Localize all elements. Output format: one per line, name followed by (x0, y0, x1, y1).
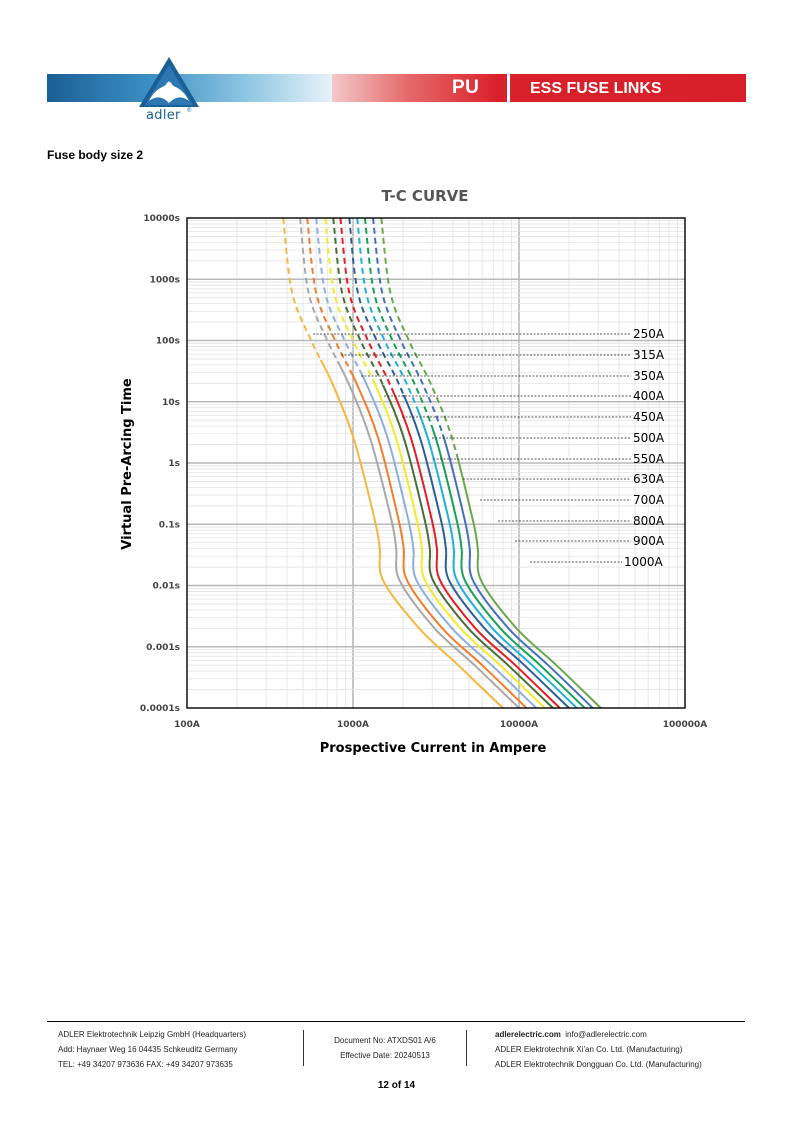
curve-1000a (455, 455, 602, 709)
x-tick-label: 100000A (663, 720, 708, 730)
tc-curve-chart: T-C CURVE 250A 315A 350A 400A 450A 500A 550A 63… (120, 187, 707, 756)
legend-label-400a: 400A (633, 389, 665, 403)
curve-315a (338, 365, 520, 709)
legend-label-315a: 315A (633, 348, 665, 362)
registered-mark: ® (187, 108, 192, 114)
page-header: PU ESS FUSE LINKS adler ® (0, 55, 793, 125)
y-tick-label: 1s (168, 459, 180, 469)
footer-separator-1 (303, 1030, 304, 1066)
footer-separator-2 (466, 1030, 467, 1066)
y-tick-label: 0.01s (152, 582, 180, 592)
curve-500a (381, 385, 554, 709)
legend-label-900a: 900A (633, 534, 665, 548)
y-tick-label: 1000s (150, 275, 180, 285)
y-tick-label: 0.0001s (140, 704, 180, 714)
adler-logo-icon (139, 57, 199, 107)
x-tick-label: 1000A (337, 720, 369, 730)
chart-ticks: 100A 1000A 10000A 100000A 10000s 1000s 100s 10s… (140, 214, 707, 730)
x-tick-label: 100A (174, 720, 200, 730)
legend-label-350a: 350A (633, 369, 665, 383)
footer-contact-block: adlerelectric.com info@adlerelectric.com… (495, 1027, 702, 1072)
footer-document-block: Document No: ATXDS01 A/6 Effective Date:… (315, 1033, 455, 1063)
curve-550a (391, 390, 561, 709)
curve-700a (416, 410, 578, 709)
chart-grid (187, 218, 685, 708)
footer-website[interactable]: adlerelectric.com (495, 1030, 561, 1039)
plot-frame (186, 217, 686, 709)
header-separator (507, 74, 510, 102)
y-tick-label: 10s (162, 398, 180, 408)
legend-label-250a: 250A (633, 327, 665, 341)
curve-900a (443, 440, 594, 709)
footer-email[interactable]: info@adlerelectric.com (565, 1030, 647, 1039)
legend-label-500a: 500A (633, 431, 665, 445)
brand-name: adler (146, 108, 181, 123)
legend-label-700a: 700A (633, 493, 665, 507)
section-title: Fuse body size 2 (47, 148, 144, 162)
curve-350a (348, 370, 528, 709)
curve-630a (402, 395, 570, 709)
footer-phone: TEL: +49 34207 973636 FAX: +49 34207 973… (58, 1060, 233, 1069)
footer-mfg-xian: ADLER Elektrotechnik Xi'an Co. Ltd. (Man… (495, 1045, 683, 1054)
header-red-band (332, 74, 746, 102)
footer-company-block: ADLER Elektrotechnik Leipzig GmbH (Headq… (58, 1027, 246, 1072)
product-line-title: ESS FUSE LINKS (530, 80, 662, 97)
product-code: PU (452, 77, 480, 98)
legend-label-800a: 800A (633, 514, 665, 528)
footer-company: ADLER Elektrotechnik Leipzig GmbH (Headq… (58, 1030, 247, 1039)
footer-mfg-dongguan: ADLER Elektrotechnik Dongguan Co. Ltd. (… (495, 1060, 702, 1069)
y-tick-label: 0.001s (146, 643, 180, 653)
curve-450a (371, 380, 546, 709)
legend-label-550a: 550A (633, 452, 665, 466)
footer-effective-date: Effective Date: 20240513 (340, 1051, 430, 1060)
curve-250a (319, 360, 504, 709)
chart-legend: 250A 315A 350A 400A 450A 500A 550A 630A 700A 800A… (313, 327, 665, 569)
curve-400a (361, 375, 537, 709)
page-number: 12 of 14 (377, 1080, 416, 1091)
x-axis-label: Prospective Current in Ampere (320, 741, 547, 756)
chart-title: T-C CURVE (381, 187, 468, 205)
chart-curves (282, 217, 602, 709)
legend-label-1000a: 1000A (624, 555, 664, 569)
curve-800a (430, 425, 586, 709)
footer-divider (47, 1021, 745, 1022)
y-tick-label: 0.1s (159, 520, 180, 530)
footer-address: Add: Haynaer Weg 16 04435 Schkeuditz Ger… (58, 1045, 238, 1054)
legend-label-630a: 630A (633, 472, 665, 486)
y-axis-label: Virtual Pre-Arcing Time (120, 378, 135, 550)
y-tick-label: 100s (156, 337, 180, 347)
x-tick-label: 10000A (500, 720, 538, 730)
footer-doc-no: Document No: ATXDS01 A/6 (334, 1036, 436, 1045)
y-tick-label: 10000s (143, 214, 180, 224)
legend-label-450a: 450A (633, 410, 665, 424)
